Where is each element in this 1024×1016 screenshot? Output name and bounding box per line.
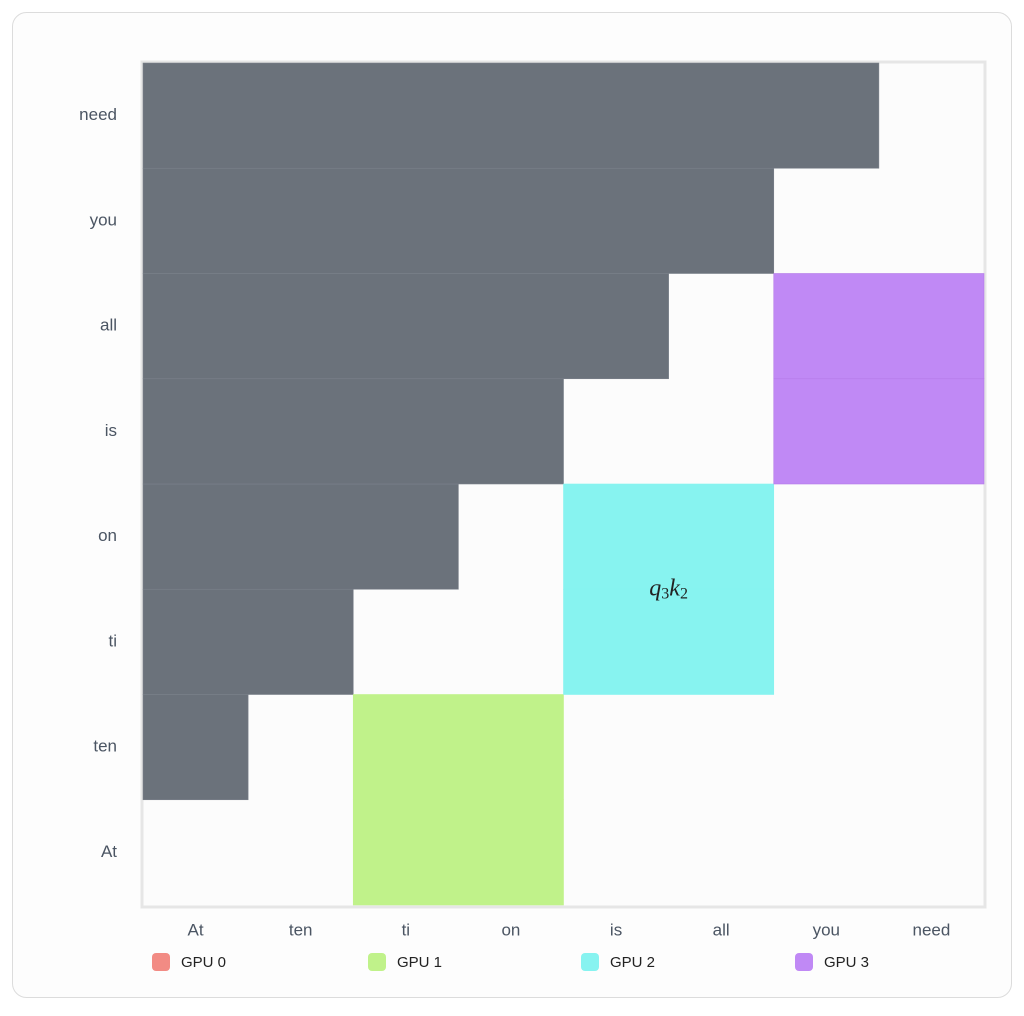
gpu-block — [563, 483, 775, 590]
x-label: need — [913, 920, 951, 939]
gpu-block — [773, 378, 985, 485]
x-label: all — [713, 920, 730, 939]
masked-row — [142, 588, 354, 695]
masked-row — [142, 483, 459, 590]
legend-swatch — [795, 953, 813, 971]
masked-row — [142, 378, 564, 485]
legend-swatch — [152, 953, 170, 971]
gpu-block — [352, 799, 564, 906]
masked-row — [142, 273, 669, 380]
x-label: ten — [289, 920, 313, 939]
block-label-part: 2 — [680, 585, 688, 602]
legend-label: GPU 1 — [397, 954, 442, 971]
labels: q3k2 At ten ti on is all you need At ten ti on is all y… — [79, 105, 950, 971]
x-label: At — [188, 920, 204, 939]
gpu-block — [773, 273, 985, 380]
y-label: need — [79, 105, 117, 124]
masked-row — [142, 167, 775, 274]
gpu-block — [563, 588, 775, 695]
y-label: all — [100, 316, 117, 335]
block-label-part: k — [669, 575, 680, 601]
masked-row — [142, 62, 880, 169]
block-label-part: 3 — [661, 585, 669, 602]
legend-label: GPU 3 — [824, 954, 869, 971]
cells — [142, 62, 985, 906]
y-label: on — [98, 526, 117, 545]
legend-label: GPU 2 — [610, 954, 655, 971]
legend-swatch — [368, 953, 386, 971]
y-label: ti — [109, 631, 118, 650]
y-label: you — [90, 210, 117, 229]
x-label: ti — [402, 920, 411, 939]
gpu-block — [352, 694, 564, 801]
y-label: ten — [93, 737, 117, 756]
x-label: on — [501, 920, 520, 939]
x-label: is — [610, 920, 622, 939]
masked-row — [142, 694, 249, 801]
x-label: you — [813, 920, 840, 939]
legend-label: GPU 0 — [181, 954, 226, 971]
block-label: q3k2 — [649, 575, 688, 602]
y-label: is — [105, 421, 117, 440]
y-label: At — [101, 842, 117, 861]
legend-swatch — [581, 953, 599, 971]
block-label-part: q — [649, 575, 661, 601]
